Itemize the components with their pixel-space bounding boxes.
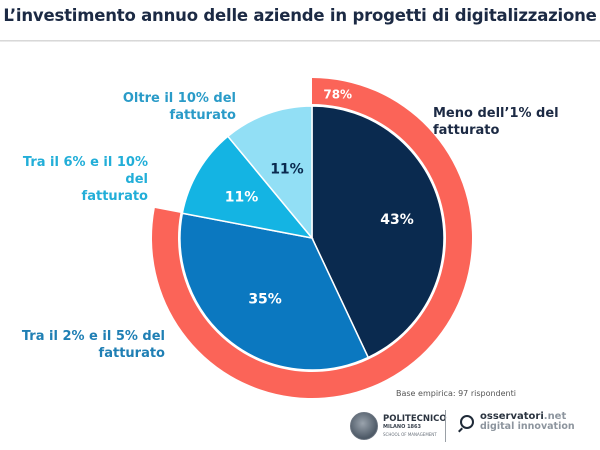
politecnico-logo: POLITECNICO MILANO 1863 SCHOOL OF MANAGE… [350, 412, 447, 440]
label-slice-0-line1: Meno dell’1% del [433, 106, 559, 121]
pie-slice-3 [226, 105, 313, 241]
base-note: Base empirica: 97 rispondenti [396, 389, 516, 398]
osservatori-name-tld: .net [543, 411, 567, 422]
politecnico-school: SCHOOL OF MANAGEMENT [383, 432, 437, 437]
pie-slice-3-value-label: 11% [270, 161, 304, 177]
label-slice-1: Tra il 2% e il 5% del fatturato [20, 328, 165, 362]
pie-slice-0-value-label: 43% [380, 212, 414, 228]
label-slice-1-line1: Tra il 2% e il 5% del [21, 329, 165, 344]
speech-bubble-icon [460, 415, 474, 429]
pie-slice-1-value-label: 35% [248, 291, 282, 307]
politecnico-name: POLITECNICO [383, 414, 447, 424]
label-slice-2-line2: fatturato [81, 189, 148, 204]
label-slice-3-line1: Oltre il 10% del [122, 91, 236, 106]
label-slice-0: Meno dell’1% del fatturato [433, 105, 559, 139]
osservatori-name-main: osservatori [480, 411, 544, 422]
pie-slice-0 [311, 105, 445, 359]
osservatori-name: osservatori.net [480, 412, 575, 422]
pie-slice-2-value-label: 11% [225, 189, 259, 205]
label-slice-0-line2: fatturato [433, 123, 500, 138]
logo-divider [445, 410, 446, 442]
label-slice-2-line1: Tra il 6% e il 10% del [22, 155, 148, 187]
label-slice-2: Tra il 6% e il 10% del fatturato [0, 154, 148, 205]
pie-slice-2 [181, 135, 314, 240]
pie-slice-1 [179, 212, 370, 371]
outer-ring-value-label: 78% [323, 87, 352, 101]
politecnico-seal-icon [350, 412, 378, 440]
label-slice-3: Oltre il 10% del fatturato [100, 90, 236, 124]
title-divider [0, 40, 600, 42]
osservatori-sub: digital innovation [480, 421, 575, 432]
label-slice-1-line2: fatturato [98, 346, 165, 361]
label-slice-3-line2: fatturato [169, 108, 236, 123]
politecnico-sub: MILANO 1863 [383, 424, 421, 430]
chart-title: L’investimento annuo delle aziende in pr… [3, 6, 597, 25]
osservatori-logo: osservatori.net digital innovation [460, 412, 575, 432]
